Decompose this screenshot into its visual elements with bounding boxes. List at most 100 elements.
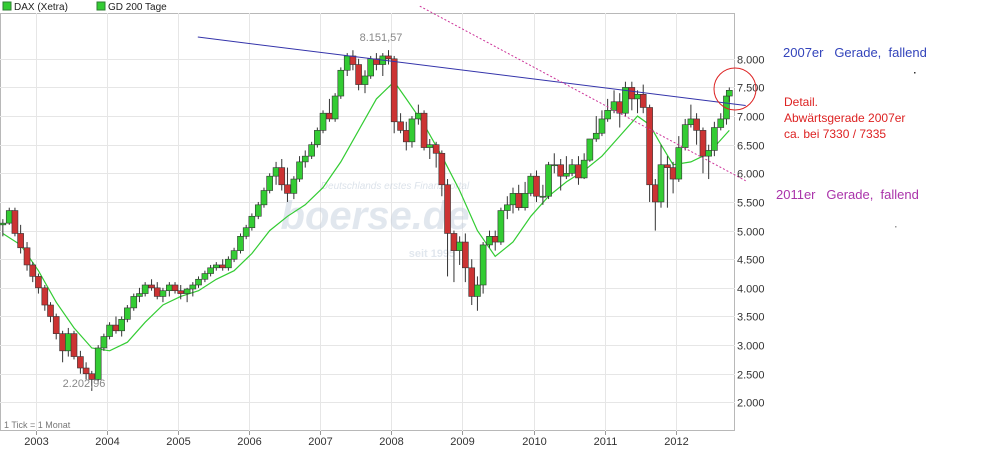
candle (420, 110, 428, 151)
candle-body-down (148, 284, 155, 289)
candle (497, 207, 505, 245)
trend-lines-layer (197, 5, 746, 182)
candle (301, 150, 309, 168)
candle (385, 50, 392, 65)
y-axis: 2.000 2.500 3.000 3.500 4.000 4.500 5.000 5.500… (737, 55, 765, 410)
legend: DAX (Xetra) GD 200 Tage (2, 1, 167, 13)
candle-body-down (468, 267, 476, 297)
candle (94, 345, 102, 383)
candle-body-up (568, 164, 576, 174)
candle-body-down (652, 184, 659, 203)
candle-body-up (545, 164, 552, 197)
candle (248, 213, 256, 231)
candle (550, 153, 558, 174)
candle-body-down (664, 164, 671, 168)
candle-body-down (390, 58, 398, 123)
candle (705, 144, 712, 180)
candle-body-up (675, 147, 683, 180)
candle-body-up (486, 236, 493, 246)
candle-body-up (705, 150, 712, 157)
candle-body-up (598, 118, 606, 134)
candle-body-up (319, 112, 327, 131)
candle-body-up (580, 159, 588, 179)
annotation-2007-line: 2007er Gerade, fallend (783, 45, 927, 60)
candle-body-up (230, 250, 238, 260)
legend-label-dax: DAX (Xetra) (14, 2, 68, 13)
y-tick-label: 5.500 (737, 198, 765, 210)
candle (397, 113, 404, 134)
candle-body-down (171, 284, 179, 292)
candle-body-up (296, 161, 303, 180)
candle-body-down (23, 247, 31, 266)
candle-body-up (213, 264, 220, 269)
candle (408, 116, 416, 148)
candle (563, 156, 570, 180)
candle (515, 184, 522, 211)
y-tick-label: 4.000 (737, 284, 765, 296)
candle (118, 316, 125, 337)
annotation-detail-line1: Abwärtsgerade 2007er (784, 111, 905, 125)
candle-body-up (201, 273, 209, 280)
stray-mark (914, 72, 916, 74)
stray-mark (895, 226, 897, 228)
candle (82, 362, 90, 380)
candle-body-up (248, 215, 256, 229)
candle-body-down (491, 236, 499, 243)
candle (462, 233, 469, 283)
candle (189, 282, 197, 297)
candle (201, 270, 209, 283)
candle-body-down (326, 112, 333, 120)
candle (136, 287, 143, 303)
legend-item-dax: DAX (Xetra) (2, 1, 68, 13)
candle-body-down (77, 356, 84, 369)
candle (159, 287, 167, 303)
candle (130, 293, 138, 311)
candle (284, 167, 291, 202)
candle-body-up (308, 144, 315, 157)
candle-body-down (669, 167, 677, 180)
candle-body-down (444, 184, 451, 234)
y-tick-label: 7.500 (737, 83, 765, 95)
candle-body-up (331, 95, 339, 120)
candle-body-up (726, 90, 733, 97)
candle-body-down (177, 290, 185, 294)
y-tick-label: 3.500 (737, 312, 765, 324)
candle-body-down (349, 55, 357, 65)
candle-body-up (5, 210, 13, 224)
y-tick-label: 4.500 (737, 255, 765, 267)
candle (580, 153, 588, 180)
candle-body-down (355, 64, 362, 85)
candle-body-up (550, 164, 558, 167)
candle (557, 159, 564, 191)
y-tick-label: 5.000 (737, 227, 765, 239)
y-tick-label: 6.500 (737, 141, 765, 153)
candle-body-up (343, 55, 351, 71)
candle-body-up (586, 138, 594, 161)
candle (213, 262, 220, 271)
low-label: 2.202,96 (63, 378, 106, 390)
candle (47, 302, 54, 323)
candle-body-down (462, 241, 469, 269)
candle-body-down (420, 112, 428, 148)
candle-body-down (153, 287, 161, 297)
candle-body-down (35, 276, 42, 289)
candle (242, 224, 250, 240)
candle-body-up (141, 284, 149, 294)
annotation-2011-line: 2011er Gerade, fallend (776, 187, 919, 202)
candle-body-up (242, 227, 250, 237)
candle (361, 70, 369, 94)
candle (29, 262, 37, 283)
candle-body-down (450, 233, 458, 251)
watermark-tagline: Deutschlands erstes Finanzportal (321, 181, 470, 192)
candle (207, 264, 214, 277)
candle-body-down (88, 373, 96, 380)
candle-body-up (100, 336, 108, 349)
candle (717, 113, 725, 131)
candle-body-down (533, 175, 540, 197)
candle-body-down (575, 164, 582, 179)
candle (628, 81, 636, 111)
candle (100, 333, 108, 351)
x-tick-label: 2012 (664, 436, 688, 448)
candle-body-up (118, 319, 125, 332)
